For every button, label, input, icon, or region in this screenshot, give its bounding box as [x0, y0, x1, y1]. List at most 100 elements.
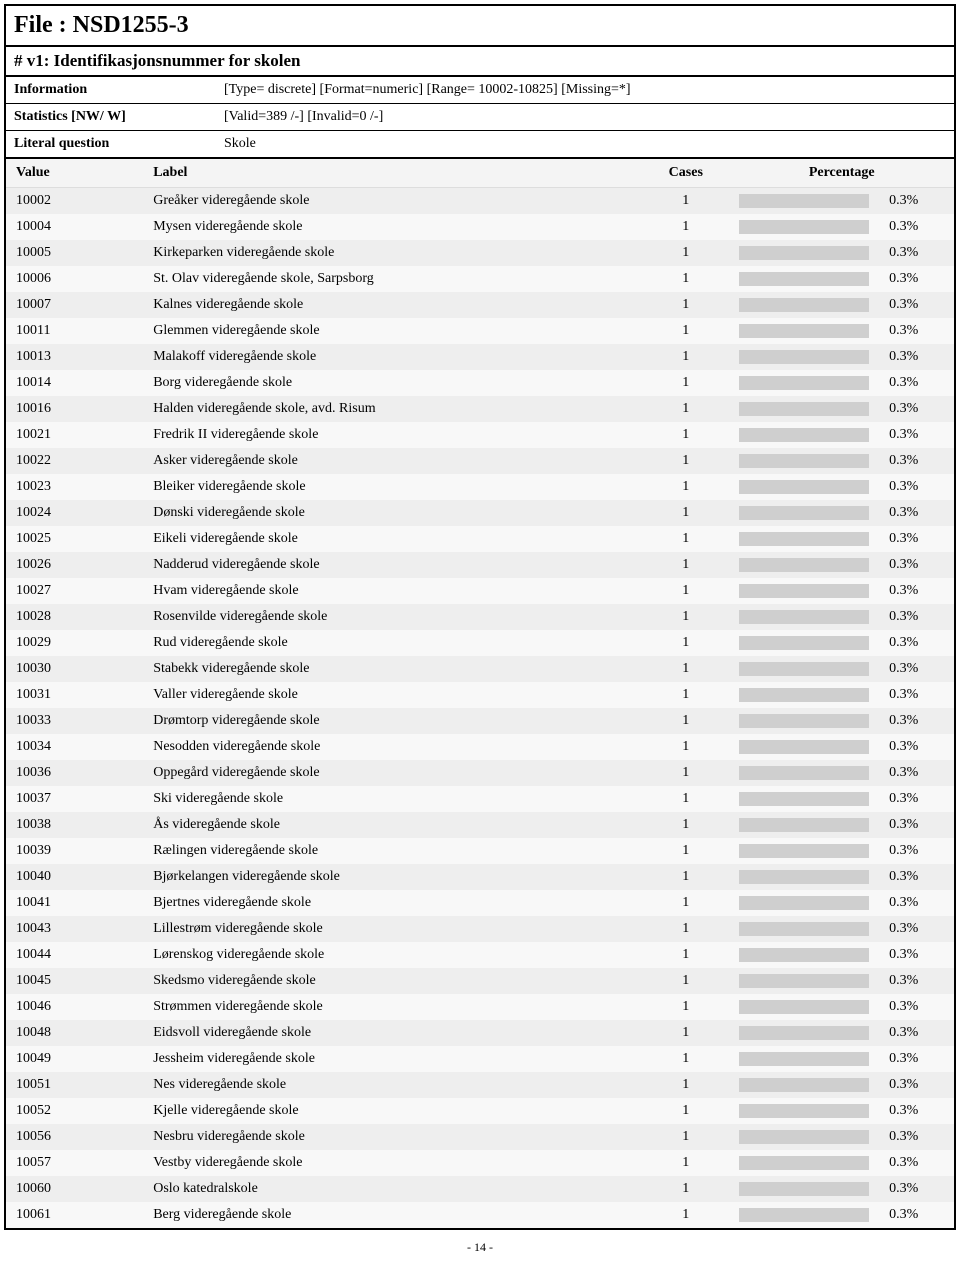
table-row: 10052Kjelle videregående skole10.3%: [6, 1098, 954, 1124]
cell-value: 10031: [6, 682, 143, 708]
cell-percentage: 0.3%: [879, 630, 954, 656]
metadata-table: Information[Type= discrete] [Format=nume…: [6, 77, 954, 159]
cell-value: 10051: [6, 1072, 143, 1098]
cell-percentage: 0.3%: [879, 968, 954, 994]
cell-value: 10040: [6, 864, 143, 890]
cell-percentage: 0.3%: [879, 1020, 954, 1046]
table-row: 10002Greåker videregående skole10.3%: [6, 188, 954, 215]
percentage-bar: [739, 974, 869, 988]
cell-percentage: 0.3%: [879, 916, 954, 942]
cell-bar: [729, 526, 879, 552]
cell-cases: 1: [642, 760, 729, 786]
cell-bar: [729, 552, 879, 578]
percentage-bar: [739, 870, 869, 884]
cell-label: Oppegård videregående skole: [143, 760, 642, 786]
cell-cases: 1: [642, 994, 729, 1020]
cell-cases: 1: [642, 786, 729, 812]
cell-cases: 1: [642, 188, 729, 215]
cell-bar: [729, 864, 879, 890]
cell-value: 10006: [6, 266, 143, 292]
cell-cases: 1: [642, 682, 729, 708]
table-row: 10056Nesbru videregående skole10.3%: [6, 1124, 954, 1150]
cell-percentage: 0.3%: [879, 838, 954, 864]
cell-percentage: 0.3%: [879, 1046, 954, 1072]
file-title: File : NSD1255-3: [6, 6, 954, 47]
percentage-bar: [739, 194, 869, 208]
cell-label: Vestby videregående skole: [143, 1150, 642, 1176]
table-row: 10016Halden videregående skole, avd. Ris…: [6, 396, 954, 422]
table-row: 10030Stabekk videregående skole10.3%: [6, 656, 954, 682]
percentage-bar: [739, 610, 869, 624]
cell-label: Nadderud videregående skole: [143, 552, 642, 578]
percentage-bar: [739, 532, 869, 546]
cell-value: 10038: [6, 812, 143, 838]
table-row: 10051Nes videregående skole1 0.3%: [6, 1072, 954, 1098]
cell-percentage: 0.3%: [879, 890, 954, 916]
cell-percentage: 0.3%: [879, 864, 954, 890]
cell-bar: [729, 942, 879, 968]
cell-cases: 1: [642, 266, 729, 292]
cell-percentage: 0.3%: [879, 500, 954, 526]
cell-bar: [729, 734, 879, 760]
percentage-bar: [739, 818, 869, 832]
percentage-bar: [739, 766, 869, 780]
cell-value: 10033: [6, 708, 143, 734]
cell-percentage: 0.3%: [879, 422, 954, 448]
cell-label: St. Olav videregående skole, Sarpsborg: [143, 266, 642, 292]
cell-percentage: 0.3%: [879, 1072, 954, 1098]
percentage-bar: [739, 1000, 869, 1014]
cell-value: 10056: [6, 1124, 143, 1150]
cell-label: Kalnes videregående skole: [143, 292, 642, 318]
cell-value: 10039: [6, 838, 143, 864]
variable-header: # v1: Identifikasjonsnummer for skolen: [6, 47, 954, 77]
cell-bar: [729, 708, 879, 734]
cell-bar: [729, 656, 879, 682]
cell-bar: [729, 994, 879, 1020]
table-row: 10005Kirkeparken videregående skole10.3%: [6, 240, 954, 266]
cell-value: 10004: [6, 214, 143, 240]
cell-label: Halden videregående skole, avd. Risum: [143, 396, 642, 422]
cell-percentage: 0.3%: [879, 240, 954, 266]
cell-cases: 1: [642, 1072, 729, 1098]
metadata-row: Information[Type= discrete] [Format=nume…: [6, 77, 954, 104]
metadata-value: Skole: [216, 131, 954, 159]
cell-bar: [729, 370, 879, 396]
percentage-bar: [739, 1208, 869, 1222]
cell-bar: [729, 630, 879, 656]
table-row: 10048Eidsvoll videregående skole10.3%: [6, 1020, 954, 1046]
cell-percentage: 0.3%: [879, 942, 954, 968]
cell-value: 10011: [6, 318, 143, 344]
cell-value: 10023: [6, 474, 143, 500]
cell-percentage: 0.3%: [879, 552, 954, 578]
cell-label: Fredrik II videregående skole: [143, 422, 642, 448]
cell-value: 10025: [6, 526, 143, 552]
cell-cases: 1: [642, 838, 729, 864]
cell-value: 10022: [6, 448, 143, 474]
table-row: 10040Bjørkelangen videregående skole10.3…: [6, 864, 954, 890]
cell-value: 10013: [6, 344, 143, 370]
cell-label: Lillestrøm videregående skole: [143, 916, 642, 942]
header-percentage: Percentage: [729, 159, 954, 188]
cell-label: Nes videregående skole: [143, 1072, 642, 1098]
cell-bar: [729, 474, 879, 500]
percentage-bar: [739, 636, 869, 650]
cell-label: Mysen videregående skole: [143, 214, 642, 240]
cell-percentage: 0.3%: [879, 188, 954, 215]
header-label: Label: [143, 159, 642, 188]
table-row: 10028Rosenvilde videregående skole10.3%: [6, 604, 954, 630]
cell-value: 10024: [6, 500, 143, 526]
cell-cases: 1: [642, 1202, 729, 1228]
cell-label: Borg videregående skole: [143, 370, 642, 396]
cell-cases: 1: [642, 526, 729, 552]
cell-percentage: 0.3%: [879, 474, 954, 500]
cell-percentage: 0.3%: [879, 214, 954, 240]
cell-cases: 1: [642, 890, 729, 916]
percentage-bar: [739, 1130, 869, 1144]
percentage-bar: [739, 298, 869, 312]
cell-value: 10044: [6, 942, 143, 968]
cell-value: 10046: [6, 994, 143, 1020]
table-row: 10014Borg videregående skole10.3%: [6, 370, 954, 396]
percentage-bar: [739, 922, 869, 936]
cell-label: Bjørkelangen videregående skole: [143, 864, 642, 890]
cell-label: Rud videregående skole: [143, 630, 642, 656]
